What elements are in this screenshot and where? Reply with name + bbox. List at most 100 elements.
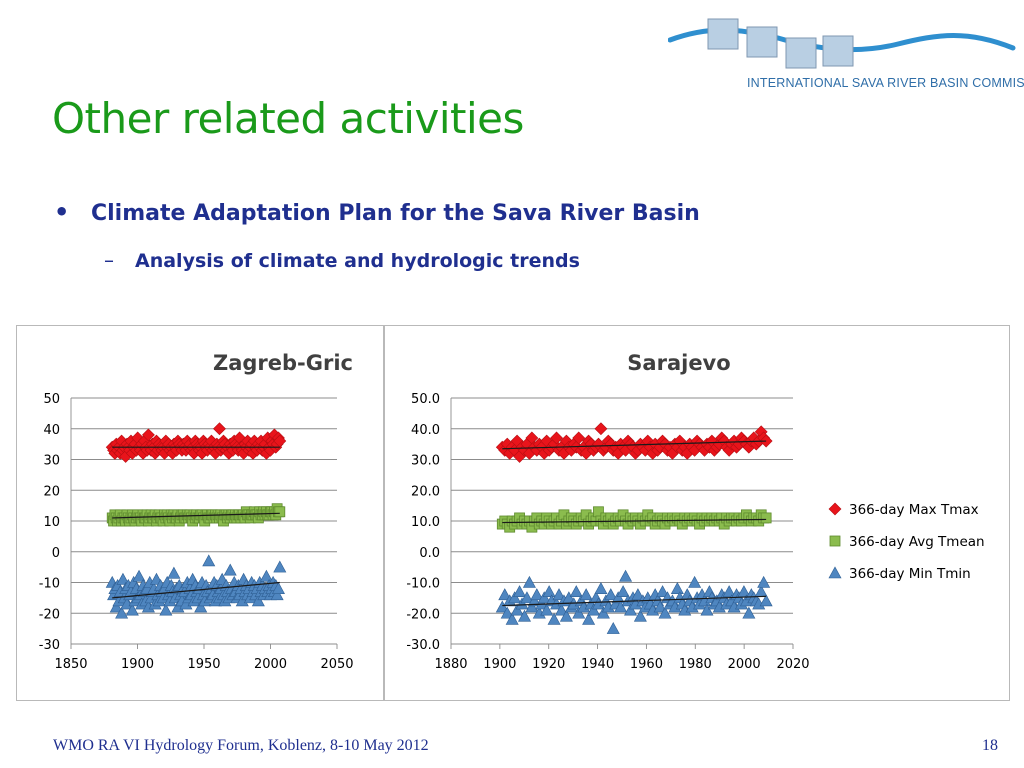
data-point-max	[550, 431, 563, 445]
data-point-min	[508, 591, 522, 604]
y-tick-label: 20	[43, 484, 60, 499]
x-tick-label: 1850	[54, 657, 87, 672]
data-point-min	[171, 600, 185, 613]
data-point-min	[115, 606, 129, 619]
y-tick-label: -10.0	[406, 577, 440, 592]
data-point-min	[527, 594, 541, 607]
data-point-min	[624, 603, 638, 616]
series-max	[495, 422, 773, 463]
data-point-min	[520, 591, 534, 604]
data-point-min	[235, 594, 249, 607]
chart-zagreb-gric: Zagreb-Gric 50 40 30 20 10 0 -10 -20 -30 1850 1900 1…	[39, 351, 354, 672]
data-point-min	[582, 612, 596, 625]
y-tick-label: 40.0	[411, 423, 440, 438]
data-point-min	[500, 606, 514, 619]
data-point-avg	[760, 512, 772, 524]
page-number: 18	[982, 737, 998, 754]
x-tick-label: 1880	[434, 657, 467, 672]
data-point-min	[722, 585, 736, 598]
data-point-min	[495, 600, 509, 613]
bullet-text: Climate Adaptation Plan for the Sava Riv…	[91, 201, 700, 226]
legend-label: 366-day Avg Tmean	[849, 534, 985, 550]
sub-bullet-text: Analysis of climate and hydrologic trend…	[135, 250, 580, 272]
sub-bullet-dash: –	[104, 248, 114, 272]
data-point-min	[537, 591, 551, 604]
x-tick-label: 1960	[630, 657, 663, 672]
data-point-min	[132, 569, 146, 582]
data-point-min	[273, 560, 287, 573]
data-point-min	[688, 575, 702, 588]
data-point-min	[759, 594, 773, 607]
data-point-min	[116, 572, 130, 585]
trendline-avg	[502, 518, 767, 524]
data-point-min	[125, 603, 139, 616]
data-point-min	[517, 609, 531, 622]
x-tick-label: 2050	[320, 657, 353, 672]
chart-title: Zagreb-Gric	[213, 351, 353, 375]
data-point-min	[619, 569, 633, 582]
data-point-min	[572, 606, 586, 619]
legend-marker-max	[828, 502, 842, 516]
y-tick-label: 40	[43, 423, 60, 438]
data-point-min	[194, 600, 208, 613]
trendline-min	[112, 581, 280, 599]
data-point-min	[633, 609, 647, 622]
legend-marker-avg	[829, 535, 841, 547]
isrbc-logo	[668, 18, 1016, 69]
data-point-min	[653, 600, 667, 613]
series-min	[105, 554, 287, 619]
data-point-min	[614, 600, 628, 613]
y-tick-label: 30.0	[411, 454, 440, 469]
data-point-min	[223, 563, 237, 576]
data-point-min	[596, 606, 610, 619]
data-point-min	[505, 612, 519, 625]
y-tick-label: 0	[52, 546, 60, 561]
data-point-min	[159, 603, 173, 616]
data-point-min	[700, 603, 714, 616]
data-point-min	[179, 597, 193, 610]
data-point-min	[559, 609, 573, 622]
y-tick-label: 20.0	[411, 484, 440, 499]
x-tick-label: 1950	[187, 657, 220, 672]
data-point-min	[656, 585, 670, 598]
data-point-min	[542, 585, 556, 598]
data-point-min	[202, 554, 216, 567]
x-tick-label: 2020	[776, 657, 809, 672]
data-point-min	[587, 603, 601, 616]
x-tick-label: 1900	[483, 657, 516, 672]
data-point-min	[522, 575, 536, 588]
data-point-min	[109, 600, 123, 613]
data-point-min	[167, 566, 181, 579]
data-point-min	[540, 603, 554, 616]
data-point-min	[547, 612, 561, 625]
x-tick-label: 2000	[254, 657, 287, 672]
data-point-min	[120, 597, 134, 610]
logo-text: INTERNATIONAL SAVA RIVER BASIN COMMISSIO…	[747, 76, 1024, 90]
y-tick-label: -30	[39, 638, 60, 653]
data-point-max	[213, 422, 226, 436]
slide-title: Other related activities	[52, 94, 524, 143]
data-point-min	[631, 588, 645, 601]
data-point-min	[611, 591, 625, 604]
trendline-min	[502, 595, 767, 607]
chart-panel-sarajevo: Sarajevo 50.0 40.0 30.0 20.0 10.0 0.0 -10.0 -20.…	[384, 325, 1010, 701]
data-point-min	[552, 588, 566, 601]
data-point-min	[594, 582, 608, 594]
data-point-min	[513, 585, 527, 598]
logo-square-2	[746, 26, 778, 58]
x-tick-label: 1940	[581, 657, 614, 672]
data-point-min	[510, 603, 524, 616]
chart-panel-zagreb: Zagreb-Gric 50 40 30 20 10 0 -10 -20 -30 1850 1900 1…	[16, 325, 384, 701]
y-tick-label: -20.0	[406, 607, 440, 622]
y-tick-label: 10	[43, 515, 60, 530]
data-point-max	[142, 428, 155, 442]
y-tick-label: 0.0	[419, 546, 440, 561]
logo-square-4	[822, 35, 854, 67]
logo-square-1	[707, 18, 739, 50]
data-point-min	[525, 600, 539, 613]
x-tick-label: 1980	[679, 657, 712, 672]
legend-label: 366-day Min Tmin	[849, 566, 971, 582]
data-point-min	[515, 597, 529, 610]
logo-square-3	[785, 37, 817, 69]
y-tick-label: 50.0	[411, 392, 440, 407]
